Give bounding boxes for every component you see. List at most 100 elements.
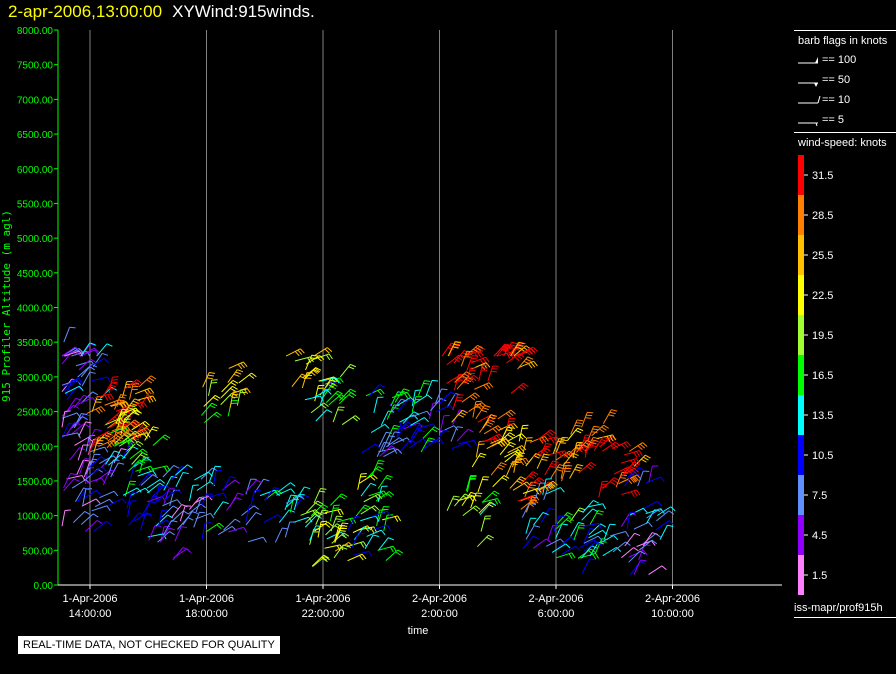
wind-barb — [351, 532, 365, 548]
wind-barb — [93, 520, 112, 532]
wind-barb — [583, 541, 602, 552]
wind-barb — [195, 496, 208, 513]
wind-barb — [284, 521, 296, 538]
wind-barb — [89, 358, 109, 367]
wind-barb — [556, 552, 576, 559]
wind-barb — [487, 365, 499, 382]
wind-barb — [482, 490, 500, 503]
wind-barb — [561, 465, 573, 482]
wind-barb — [555, 436, 569, 453]
y-tick-label: 1500.00 — [17, 477, 54, 488]
wind-barb — [576, 440, 593, 453]
wind-barb — [396, 397, 416, 407]
wind-barb — [499, 441, 516, 456]
wind-barb — [478, 364, 489, 382]
wind-barb — [371, 510, 391, 517]
wind-barb — [577, 548, 596, 559]
wind-barb — [278, 509, 295, 523]
wind-barb — [250, 489, 261, 506]
y-tick-label: 3500.00 — [17, 338, 54, 349]
wind-barb — [88, 466, 107, 477]
wind-barb — [138, 375, 157, 388]
wind-barb — [127, 401, 148, 409]
wind-barb — [540, 507, 555, 523]
wind-barb — [582, 500, 599, 513]
plot-axes — [57, 30, 782, 586]
chart-header: 2-apr-2006,13:00:00 XYWind:915winds. — [8, 2, 315, 24]
colorbar-swatch — [798, 315, 804, 355]
wind-barb — [82, 488, 92, 505]
wind-barb — [332, 406, 345, 423]
wind-barb — [188, 484, 199, 502]
wind-barb — [525, 525, 541, 540]
y-tick-label: 5000.00 — [17, 234, 54, 245]
wind-barb — [196, 481, 216, 491]
y-axis-ticks: 0.00 500.00 1000.00 1500.00 2000.00 2500.00 30… — [17, 26, 58, 592]
wind-barb — [245, 479, 262, 493]
x-tick-date: 1-Apr-2006 — [62, 593, 117, 605]
wind-barb — [657, 506, 676, 516]
wind-barb — [656, 510, 675, 522]
wind-barb — [313, 488, 327, 504]
wind-barb — [420, 437, 435, 453]
colorbar-label: 7.5 — [812, 490, 827, 502]
wind-barb — [71, 479, 91, 489]
wind-barb — [110, 462, 125, 478]
wind-speed-colorbar: 31.5 28.5 25.5 22.5 19.5 16.5 13.5 10.5 7.5 4.5 1.… — [798, 155, 833, 595]
wind-barb — [623, 450, 643, 458]
y-tick-label: 7000.00 — [17, 95, 54, 106]
wind-barb — [387, 431, 401, 447]
wind-barb — [373, 396, 384, 414]
colorbar-label: 22.5 — [812, 290, 833, 302]
wind-barb — [471, 452, 487, 468]
wind-barb — [454, 493, 471, 507]
wind-barb — [331, 532, 350, 544]
wind-barb — [122, 442, 137, 457]
wind-barb — [521, 502, 536, 518]
wind-barb — [61, 509, 71, 527]
wind-barb — [312, 389, 332, 399]
y-tick-label: 7500.00 — [17, 61, 54, 72]
wind-barb — [160, 527, 175, 543]
colorbar-label: 13.5 — [812, 410, 833, 422]
wind-barb — [593, 436, 609, 451]
wind-barb — [510, 341, 525, 357]
wind-barb — [450, 426, 464, 442]
x-tick-time: 2:00:00 — [421, 608, 458, 620]
wind-barb — [470, 492, 483, 509]
wind-barb — [480, 515, 492, 532]
wind-barb — [74, 436, 93, 446]
wind-barb — [264, 489, 283, 501]
wind-barb — [570, 522, 585, 537]
wind-barb — [451, 409, 468, 423]
wind-barb — [85, 520, 103, 532]
colorbar-swatch — [798, 235, 804, 275]
wind-barb — [79, 458, 91, 475]
barb-flag-label: == 50 — [822, 74, 851, 86]
wind-barb — [522, 535, 539, 550]
wind-barb — [263, 514, 283, 523]
wind-barb — [482, 414, 497, 429]
x-tick-date: 2-Apr-2006 — [645, 593, 700, 605]
wind-barb — [73, 394, 90, 409]
wind-barb — [364, 534, 380, 550]
wind-barb — [583, 535, 603, 544]
y-tick-label: 8000.00 — [17, 26, 54, 37]
wind-barb — [566, 427, 584, 441]
wind-barb — [597, 434, 617, 442]
wind-barb — [598, 480, 609, 498]
wind-barb — [366, 466, 384, 479]
wind-barb — [127, 500, 137, 518]
wind-barb — [123, 379, 142, 391]
y-tick-label: 6000.00 — [17, 165, 54, 176]
wind-barb — [203, 394, 221, 407]
wind-barb — [92, 352, 109, 368]
wind-barb — [134, 387, 155, 396]
wind-barb — [552, 438, 565, 454]
wind-barb — [466, 475, 477, 493]
wind-barb — [99, 490, 119, 499]
wind-barb — [581, 508, 599, 521]
wind-barb — [133, 457, 152, 468]
wind-barb — [464, 350, 484, 359]
